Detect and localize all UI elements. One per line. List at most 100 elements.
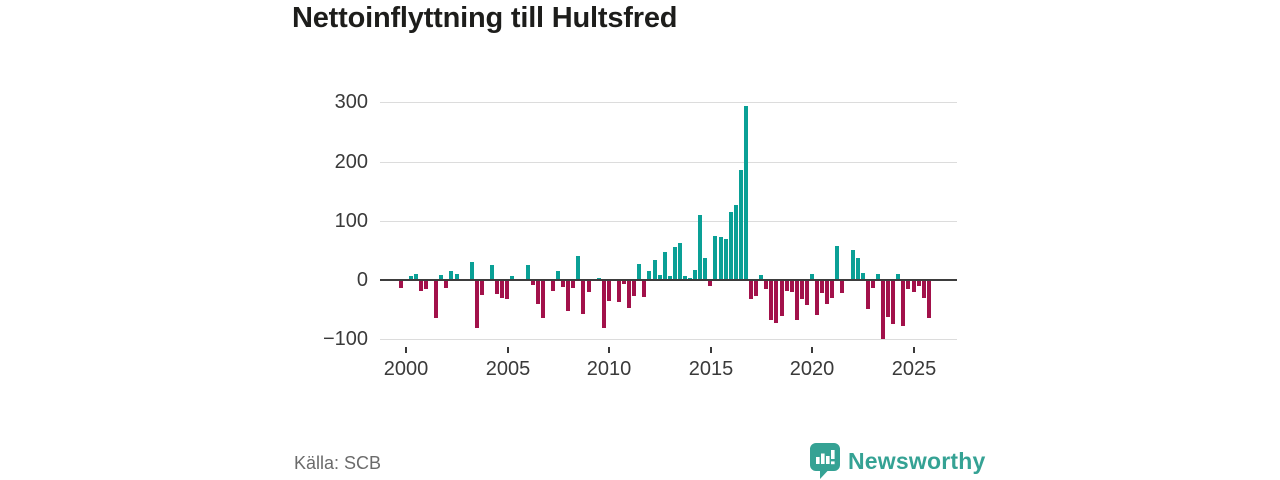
bar: [850, 249, 855, 280]
newsworthy-brand: Newsworthy: [810, 443, 985, 479]
bar: [561, 281, 566, 287]
bar: [718, 237, 723, 280]
x-axis-tick-mark: [608, 347, 610, 353]
bar: [586, 281, 591, 292]
newsworthy-logo-text: Newsworthy: [848, 447, 986, 474]
newsworthy-bubble-chart-icon: [810, 443, 840, 479]
bar: [434, 281, 439, 318]
bar: [789, 281, 794, 293]
bar: [916, 281, 921, 287]
y-gridline: [380, 162, 957, 163]
bar: [454, 273, 459, 280]
zero-axis-line: [380, 279, 957, 281]
y-gridline: [380, 102, 957, 103]
bar: [840, 281, 845, 294]
bar: [830, 281, 835, 299]
bar: [743, 106, 748, 280]
bar: [749, 281, 753, 299]
bar: [820, 281, 825, 293]
bar: [713, 235, 718, 280]
bar: [627, 281, 632, 309]
bar: [647, 270, 652, 280]
bar: [535, 281, 540, 305]
bar: [891, 281, 896, 324]
bar: [723, 238, 728, 280]
bar: [424, 281, 428, 289]
bar: [896, 273, 901, 280]
bar: [881, 281, 885, 340]
bar: [667, 276, 672, 280]
bar: [901, 281, 906, 326]
bar: [444, 281, 449, 288]
bar: [799, 281, 804, 299]
y-gridline: [380, 221, 957, 222]
bar: [449, 271, 454, 280]
bar: [530, 281, 535, 285]
y-axis-tick-label: 200: [334, 151, 368, 173]
bar: [540, 281, 545, 318]
bar: [688, 277, 692, 280]
bar: [469, 262, 474, 280]
bar: [505, 281, 510, 300]
bar: [571, 281, 576, 289]
bar: [672, 247, 677, 280]
bar: [632, 281, 637, 296]
bar: [490, 264, 494, 280]
bar: [398, 281, 403, 289]
source-note: Källa: SCB: [294, 453, 382, 473]
bar: [804, 281, 809, 305]
bar: [738, 170, 743, 280]
x-axis-tick-label: 2015: [688, 358, 734, 380]
bar: [835, 246, 840, 280]
bar: [657, 275, 662, 280]
bar: [809, 274, 814, 280]
bar: [825, 281, 830, 305]
x-axis-tick-label: 2005: [485, 358, 531, 380]
x-axis-tick-mark: [507, 347, 509, 353]
bar: [525, 265, 530, 280]
bar: [566, 281, 571, 312]
bar: [698, 214, 703, 280]
bar: [601, 281, 606, 329]
bar: [759, 275, 764, 280]
x-axis-tick-label: 2025: [891, 358, 937, 380]
bar: [617, 281, 621, 303]
bar: [886, 281, 891, 318]
x-axis-tick-label: 2020: [789, 358, 835, 380]
bar: [870, 281, 875, 289]
bar: [495, 281, 500, 294]
bar: [784, 281, 789, 292]
bar: [576, 256, 581, 280]
bar: [703, 257, 708, 280]
bar: [855, 258, 860, 280]
bar: [708, 281, 713, 286]
x-axis-tick-mark: [811, 347, 813, 353]
bar: [865, 281, 870, 310]
bar: [683, 275, 687, 280]
bar: [921, 281, 926, 299]
x-axis-tick-mark: [710, 347, 712, 353]
bar: [779, 281, 784, 316]
bar: [596, 277, 601, 280]
bar: [911, 281, 916, 292]
bar: [860, 272, 865, 280]
bar: [764, 281, 769, 290]
bar: [875, 273, 880, 280]
bar: [733, 204, 738, 280]
bar: [622, 281, 626, 284]
x-axis-tick-mark: [913, 347, 915, 353]
bar: [769, 281, 774, 320]
bar: [642, 281, 647, 297]
bar: [774, 281, 779, 324]
bar: [581, 281, 586, 314]
chart-title: Nettoinflyttning till Hultsfred: [292, 2, 678, 34]
y-gridline: [380, 339, 957, 340]
bar: [500, 281, 505, 298]
bar: [510, 276, 515, 280]
bar: [413, 273, 418, 280]
bar: [906, 281, 911, 290]
bar: [677, 242, 682, 280]
x-axis-tick-label: 2000: [383, 358, 429, 380]
y-axis-tick-label: 100: [334, 210, 368, 232]
